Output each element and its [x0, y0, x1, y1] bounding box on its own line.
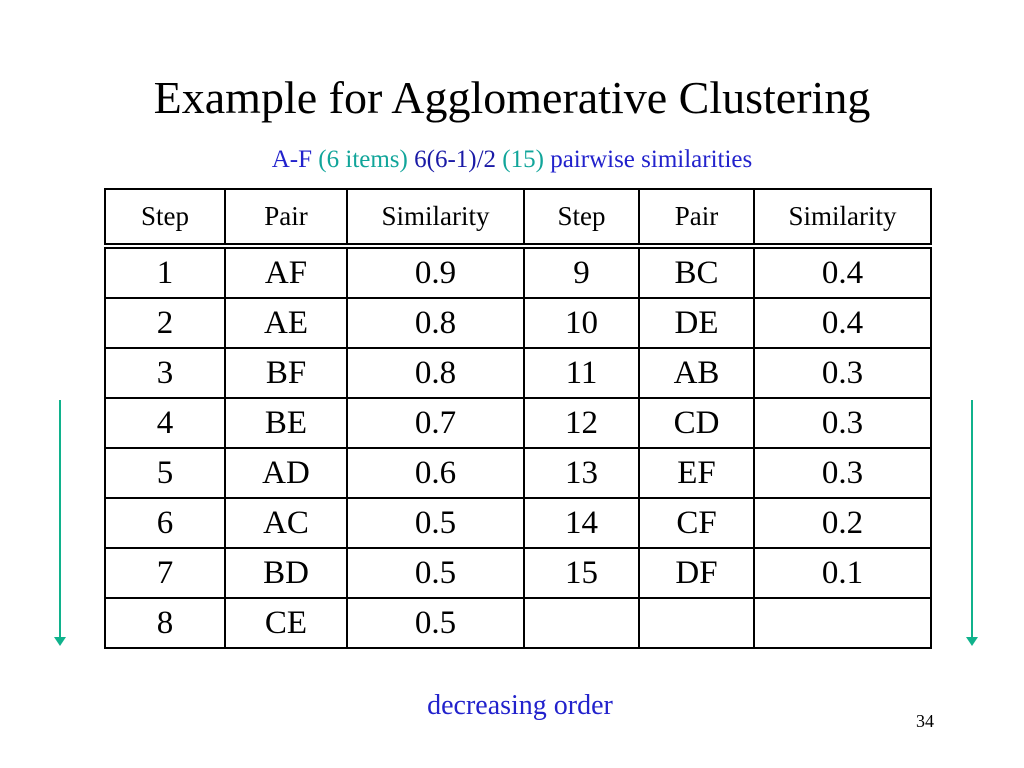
- cell-step: 10: [523, 297, 640, 349]
- subtitle-pair-count: (15): [502, 146, 544, 173]
- table-row: 1 AF 0.9 9 BC 0.4: [104, 245, 932, 299]
- cell-pair: EF: [638, 447, 755, 499]
- cell-step: 7: [104, 547, 226, 599]
- subtitle-item-count: (6 items): [318, 146, 408, 173]
- subtitle-range: A-F: [271, 146, 313, 173]
- table-row: 4 BE 0.7 12 CD 0.3: [104, 397, 932, 449]
- right-down-arrow-icon: [966, 400, 978, 646]
- subtitle-formula: 6(6-1)/2: [414, 146, 497, 173]
- cell-similarity: 0.5: [346, 547, 525, 599]
- table-row: 5 AD 0.6 13 EF 0.3: [104, 447, 932, 499]
- cell-similarity: 0.5: [346, 497, 525, 549]
- cell-pair: AB: [638, 347, 755, 399]
- similarity-table: Step Pair Similarity Step Pair Similarit…: [104, 188, 932, 649]
- cell-step: 5: [104, 447, 226, 499]
- cell-similarity: 0.2: [753, 497, 932, 549]
- header-pair: Pair: [224, 188, 348, 249]
- cell-pair: [638, 597, 755, 649]
- slide-subtitle: A-F (6 items) 6(6-1)/2 (15) pairwise sim…: [0, 145, 1024, 175]
- cell-step: 2: [104, 297, 226, 349]
- cell-pair: AD: [224, 447, 348, 499]
- cell-pair: BD: [224, 547, 348, 599]
- cell-pair: BF: [224, 347, 348, 399]
- header-similarity: Similarity: [753, 188, 932, 249]
- cell-pair: CF: [638, 497, 755, 549]
- cell-step: 13: [523, 447, 640, 499]
- cell-similarity: [753, 597, 932, 649]
- cell-similarity: 0.7: [346, 397, 525, 449]
- cell-pair: CE: [224, 597, 348, 649]
- cell-similarity: 0.3: [753, 397, 932, 449]
- header-step: Step: [104, 188, 226, 249]
- cell-similarity: 0.6: [346, 447, 525, 499]
- page-number: 34: [916, 711, 934, 731]
- left-down-arrow-icon: [54, 400, 66, 646]
- cell-similarity: 0.8: [346, 347, 525, 399]
- cell-step: 8: [104, 597, 226, 649]
- table-row: 2 AE 0.8 10 DE 0.4: [104, 297, 932, 349]
- cell-similarity: 0.8: [346, 297, 525, 349]
- cell-step: 9: [523, 245, 640, 299]
- cell-pair: BC: [638, 245, 755, 299]
- cell-step: 14: [523, 497, 640, 549]
- cell-step: 15: [523, 547, 640, 599]
- decreasing-order-caption: decreasing order: [427, 690, 613, 721]
- cell-similarity: 0.3: [753, 347, 932, 399]
- header-pair: Pair: [638, 188, 755, 249]
- cell-step: 4: [104, 397, 226, 449]
- cell-pair: DE: [638, 297, 755, 349]
- cell-step: 12: [523, 397, 640, 449]
- table-row: 8 CE 0.5: [104, 597, 932, 649]
- slide-title: Example for Agglomerative Clustering: [153, 72, 871, 123]
- header-step: Step: [523, 188, 640, 249]
- cell-step: 11: [523, 347, 640, 399]
- table-row: 6 AC 0.5 14 CF 0.2: [104, 497, 932, 549]
- subtitle-description: pairwise similarities: [550, 146, 753, 173]
- cell-step: 3: [104, 347, 226, 399]
- cell-pair: AC: [224, 497, 348, 549]
- cell-similarity: 0.5: [346, 597, 525, 649]
- table-row: 3 BF 0.8 11 AB 0.3: [104, 347, 932, 399]
- cell-pair: CD: [638, 397, 755, 449]
- cell-similarity: 0.9: [346, 245, 525, 299]
- cell-pair: BE: [224, 397, 348, 449]
- header-similarity: Similarity: [346, 188, 525, 249]
- cell-similarity: 0.4: [753, 297, 932, 349]
- table-header-row: Step Pair Similarity Step Pair Similarit…: [104, 188, 932, 249]
- cell-pair: AF: [224, 245, 348, 299]
- cell-pair: DF: [638, 547, 755, 599]
- cell-similarity: 0.1: [753, 547, 932, 599]
- cell-similarity: 0.3: [753, 447, 932, 499]
- cell-pair: AE: [224, 297, 348, 349]
- cell-similarity: 0.4: [753, 245, 932, 299]
- cell-step: 6: [104, 497, 226, 549]
- table-row: 7 BD 0.5 15 DF 0.1: [104, 547, 932, 599]
- cell-step: 1: [104, 245, 226, 299]
- cell-step: [523, 597, 640, 649]
